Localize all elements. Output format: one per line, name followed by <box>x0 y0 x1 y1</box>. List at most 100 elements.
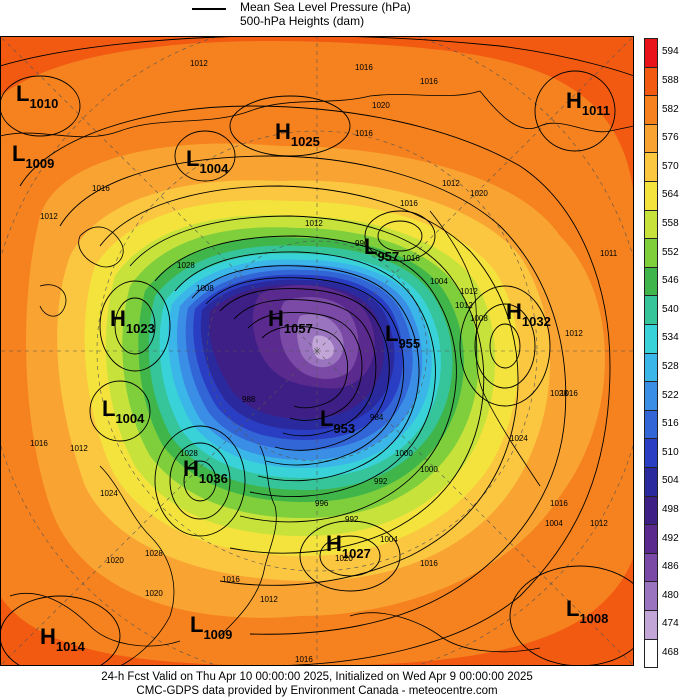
footer-credit-line: CMC-GDPS data provided by Environment Ca… <box>136 685 498 697</box>
isobar-label: 1008 <box>196 284 214 293</box>
colorbar-swatch-474 <box>644 610 658 640</box>
colorbar-swatch-480 <box>644 581 658 611</box>
colorbar-swatch-498 <box>644 495 658 526</box>
colorbar-label: 492 <box>662 532 679 544</box>
colorbar-swatch-492 <box>644 524 658 554</box>
colorbar-label: 468 <box>662 646 679 658</box>
footer: 24-h Fcst Valid on Thu Apr 10 00:00:00 2… <box>0 670 634 698</box>
colorbar-label: 510 <box>662 446 679 458</box>
band-474 <box>312 335 335 360</box>
isobar-label: 1016 <box>550 499 568 508</box>
isobar-label: 1024 <box>510 434 528 443</box>
colorbar-swatch-576 <box>644 123 658 154</box>
isobar-label: 1012 <box>455 301 473 310</box>
isobar-label: 1016 <box>92 184 110 193</box>
low-center-955: L955 <box>385 321 420 351</box>
mslp-legend-label: Mean Sea Level Pressure (hPa) <box>240 0 411 14</box>
isobar-label: 996 <box>355 239 369 248</box>
isobar-label: 1012 <box>305 219 323 228</box>
isobar-label: 1012 <box>442 179 460 188</box>
isobar-label: 1020 <box>106 556 124 565</box>
high-center-1036: H1036 <box>183 456 228 486</box>
isobar-label: 992 <box>374 477 388 486</box>
map-border <box>0 36 634 666</box>
colorbar-swatch-516 <box>644 409 658 440</box>
high-center-1011: H1011 <box>566 88 610 118</box>
isobar-label: 1028 <box>145 549 163 558</box>
isobar-label: 1016 <box>355 63 373 72</box>
colorbar-label: 516 <box>662 418 679 430</box>
colorbar-swatch-552 <box>644 238 658 268</box>
colorbar-swatch-510 <box>644 438 658 468</box>
colorbar-label: 522 <box>662 389 679 401</box>
colorbar-label: 504 <box>662 475 679 487</box>
isobar-label: 1016 <box>30 439 48 448</box>
colorbar-label: 486 <box>662 561 679 573</box>
low-center-1008: L1008 <box>566 596 608 626</box>
isobar-label: 1016 <box>400 199 418 208</box>
isobar-label: 1000 <box>420 465 438 474</box>
isobar-labels: 1012 1016 1020 1016 1011 1012 1012 1016 1012 996 1… <box>30 59 618 664</box>
high-center-1057: H1057 <box>268 306 313 336</box>
colorbar-label: 570 <box>662 160 679 172</box>
isobar-label: 1028 <box>550 389 568 398</box>
low-center-953: L953 <box>320 406 355 436</box>
isobars <box>0 36 634 666</box>
isobar-label: 984 <box>370 413 384 422</box>
isobar-label: 1004 <box>430 277 448 286</box>
isobar-label: 1012 <box>70 444 88 453</box>
isobar-label: 1012 <box>190 59 208 68</box>
map-svg: 1012 1016 1020 1016 1011 1012 1012 1016 1012 996 1… <box>0 36 634 666</box>
isobar-label: 1004 <box>380 535 398 544</box>
low-center-957: L957 <box>364 234 399 264</box>
colorbar-label: 576 <box>662 132 679 144</box>
isobar-label: 1012 <box>260 595 278 604</box>
isobar-label: 1016 <box>295 655 313 664</box>
colorbar-label: 546 <box>662 275 679 287</box>
isobar-label: 1004 <box>545 519 563 528</box>
isobar-label: 1016 <box>222 575 240 584</box>
colorbar-label: 474 <box>662 618 679 630</box>
heights-legend-label: 500-hPa Heights (dam) <box>240 14 365 28</box>
mslp-legend-line <box>192 8 226 10</box>
low-center-1004: L1004 <box>102 396 145 426</box>
pressure-centers: L1010 L1009 L1004 H1025 H1011 L957 H1032 H1023 H… <box>12 81 610 654</box>
high-center-1023: H1023 <box>110 306 155 336</box>
colorbar-swatch-558 <box>644 209 658 240</box>
isobar-label: 1020 <box>145 589 163 598</box>
colorbar-label: 558 <box>662 217 679 229</box>
colorbar-label: 564 <box>662 189 679 201</box>
isobar-label: 1016 <box>402 254 420 263</box>
colorbar-swatch-504 <box>644 467 658 497</box>
isobar-label: 1012 <box>40 212 58 221</box>
footer-valid-line: 24-h Fcst Valid on Thu Apr 10 00:00:00 2… <box>101 671 533 683</box>
low-center-1009: L1009 <box>12 141 54 171</box>
high-center-1032: H1032 <box>506 299 551 329</box>
isobar-label: 1011 <box>600 249 618 258</box>
high-center-1014: H1014 <box>40 624 86 654</box>
low-center-1010: L1010 <box>16 81 58 111</box>
isobar-label: 1020 <box>335 554 353 563</box>
isobar-label: 1008 <box>470 314 488 323</box>
colorbar-swatch-534 <box>644 324 658 354</box>
isobar-label: 992 <box>345 515 359 524</box>
colorbar-label: 498 <box>662 503 679 515</box>
weather-map: 1012 1016 1020 1016 1011 1012 1012 1016 1012 996 1… <box>0 36 634 666</box>
colorbar-label: 480 <box>662 589 679 601</box>
isobar-label: 1016 <box>420 559 438 568</box>
isobar-label: 1020 <box>470 189 488 198</box>
isobar-label: 1012 <box>460 287 478 296</box>
low-center-1004: L1004 <box>186 146 229 176</box>
coastlines <box>0 90 634 666</box>
colorbar-swatch-468 <box>644 638 658 669</box>
low-center-1009: L1009 <box>190 612 232 642</box>
isobar-label: 1024 <box>100 489 118 498</box>
isobar-label: 1016 <box>560 389 578 398</box>
isobar-label: 1012 <box>590 519 608 528</box>
isobar-label: 988 <box>242 395 256 404</box>
isobar-label: 1020 <box>372 101 390 110</box>
isobar-label: 1028 <box>180 449 198 458</box>
colorbar-swatch-588 <box>644 66 658 97</box>
graticule <box>0 36 634 666</box>
colorbar-label: 540 <box>662 303 679 315</box>
